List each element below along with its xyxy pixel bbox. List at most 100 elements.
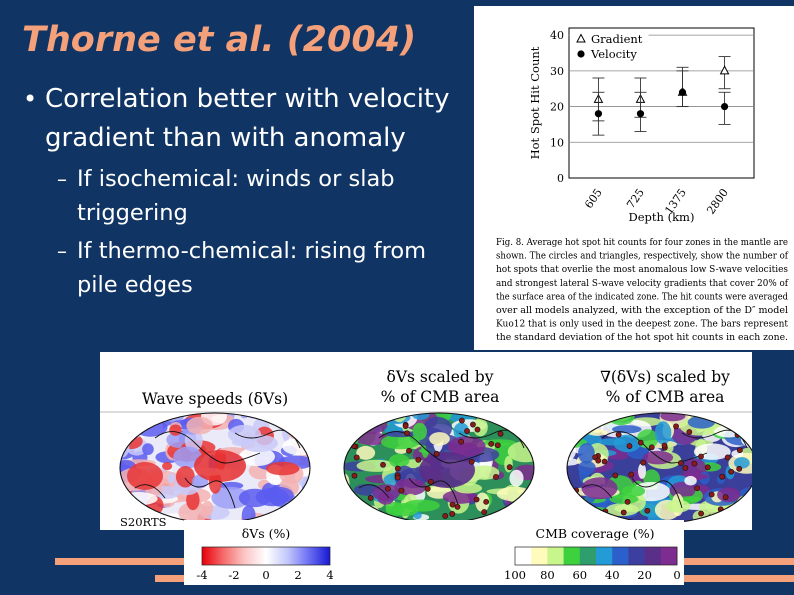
- hotspot-marker: [493, 474, 499, 480]
- scale-right-swatch: [547, 547, 564, 565]
- hotspot-marker: [661, 442, 668, 449]
- scale-right-bar: [514, 546, 678, 566]
- hotspot-marker: [694, 485, 700, 492]
- hotspot-marker: [380, 461, 386, 468]
- hotspot-marker: [394, 465, 401, 472]
- color-scales-panel: δVs (%) -4 -2 0 2 4 CMB coverage (%) 100 80 60 40 2…: [184, 520, 684, 585]
- caption-line: Fig. 8. Average hot spot hit counts for …: [496, 237, 788, 248]
- hotspot-marker: [522, 418, 529, 425]
- hotspot-marker: [497, 430, 504, 437]
- y-tick-label: 10: [550, 136, 564, 149]
- y-tick-label: 20: [550, 101, 564, 114]
- y-axis-label: Hot Spot Hit Count: [528, 46, 542, 159]
- legend-triangle-icon: [576, 33, 586, 43]
- scale-right-tick: 60: [572, 568, 587, 582]
- slide-title: Thorne et al. (2004): [22, 20, 417, 60]
- gradient-point: [719, 65, 730, 75]
- scale-right-swatch: [596, 547, 613, 565]
- hotspot-marker: [686, 429, 693, 435]
- scale-right-swatch: [579, 547, 597, 565]
- hotspot-marker: [424, 485, 431, 492]
- scale-right-swatch: [531, 547, 548, 565]
- velocity-point: [678, 88, 687, 96]
- hotspot-marker: [644, 507, 651, 514]
- legend-label: Velocity: [590, 47, 637, 61]
- scale-right-swatch: [563, 547, 581, 565]
- scale-right-tick: 20: [637, 568, 652, 582]
- hotspot-marker: [449, 511, 456, 517]
- hotspot-marker: [628, 471, 635, 478]
- velocity-point: [594, 110, 603, 118]
- sub-bullet-1: – If isochemical: winds or slab triggeri…: [20, 162, 460, 230]
- legend-label: Gradient: [591, 32, 643, 46]
- globe-map-3: [567, 413, 757, 523]
- scale-right-tick: 40: [605, 568, 620, 582]
- bullet-list: • Correlation better with velocity gradi…: [20, 80, 460, 302]
- hotspot-marker: [353, 416, 360, 423]
- caption-line: over all models analyzed, with the excep…: [496, 305, 788, 316]
- hotspot-marker: [591, 419, 598, 426]
- y-tick-label: 30: [550, 65, 564, 78]
- y-tick-label: 0: [557, 172, 564, 185]
- hotspot-marker: [449, 501, 456, 508]
- velocity-point: [720, 102, 729, 111]
- map-header: Wave speeds (δVs): [142, 390, 288, 408]
- scale-left-tick: 4: [326, 568, 333, 582]
- hotspot-marker: [433, 450, 440, 457]
- bullet-text: Correlation better with velocity gradien…: [45, 84, 450, 153]
- hotspot-marker: [402, 423, 409, 430]
- map-header: % of CMB area: [381, 388, 500, 406]
- hotspot-marker: [481, 509, 488, 515]
- globe-map-1: [120, 413, 310, 523]
- hotspot-marker: [459, 417, 465, 424]
- hotspot-marker: [415, 456, 422, 463]
- hotspot-marker: [404, 430, 410, 437]
- scale-right-swatch: [628, 547, 645, 565]
- plot-frame: [568, 27, 755, 179]
- legend-circle-icon: [577, 50, 585, 58]
- scale-right-tick: 80: [540, 568, 555, 582]
- caption-line: and strongest lateral S-wave velocity gr…: [496, 278, 789, 289]
- sub-bullet-2: – If thermo-chemical: rising from pile e…: [20, 234, 460, 302]
- x-axis-label: Depth (km): [629, 210, 695, 224]
- x-tick-label: 725: [624, 186, 647, 211]
- scale-left-tick: -4: [196, 568, 207, 582]
- scale-right-tick: 0: [673, 568, 680, 582]
- hotspot-marker: [488, 440, 495, 447]
- hotspot-marker: [351, 472, 358, 479]
- hotspot-marker: [577, 504, 583, 511]
- hotspot-marker: [427, 478, 434, 485]
- hotspot-marker: [673, 423, 679, 430]
- dash-icon: –: [57, 239, 67, 263]
- hotspot-marker: [367, 495, 374, 501]
- bullet-main: • Correlation better with velocity gradi…: [20, 80, 460, 158]
- hotspot-marker: [612, 472, 619, 479]
- hotspot-marker: [648, 444, 655, 451]
- map-header: % of CMB area: [606, 388, 725, 406]
- bullet-dot-icon: •: [23, 85, 38, 113]
- x-tick-label: 605: [582, 186, 605, 211]
- scale-left-tick: 0: [262, 568, 269, 582]
- scale-left-title: δVs (%): [242, 526, 291, 541]
- hotspot-marker: [350, 493, 357, 500]
- hotspot-marker: [406, 447, 412, 454]
- hotspot-marker: [637, 439, 644, 446]
- caption-line: the standard deviation of the hot spot h…: [496, 332, 788, 343]
- hotspot-marker: [458, 438, 465, 445]
- hotspot-marker: [724, 454, 731, 461]
- hotspot-marker: [615, 431, 622, 438]
- model-label: S20RTS: [120, 515, 167, 529]
- hotspot-marker: [722, 494, 729, 501]
- hotspot-marker: [394, 474, 401, 481]
- globe-map-2: [344, 413, 534, 523]
- scale-right-title: CMB coverage (%): [536, 526, 655, 541]
- scale-left-tick: 2: [294, 568, 301, 582]
- figure-caption: Fig. 8. Average hot spot hit counts for …: [496, 237, 789, 343]
- map-header: δVs scaled by: [387, 368, 494, 386]
- dash-icon: –: [57, 167, 67, 191]
- hotspot-marker: [506, 464, 513, 471]
- hotspot-marker: [708, 491, 715, 498]
- hotspot-marker: [595, 457, 602, 464]
- hotspot-marker: [601, 458, 608, 465]
